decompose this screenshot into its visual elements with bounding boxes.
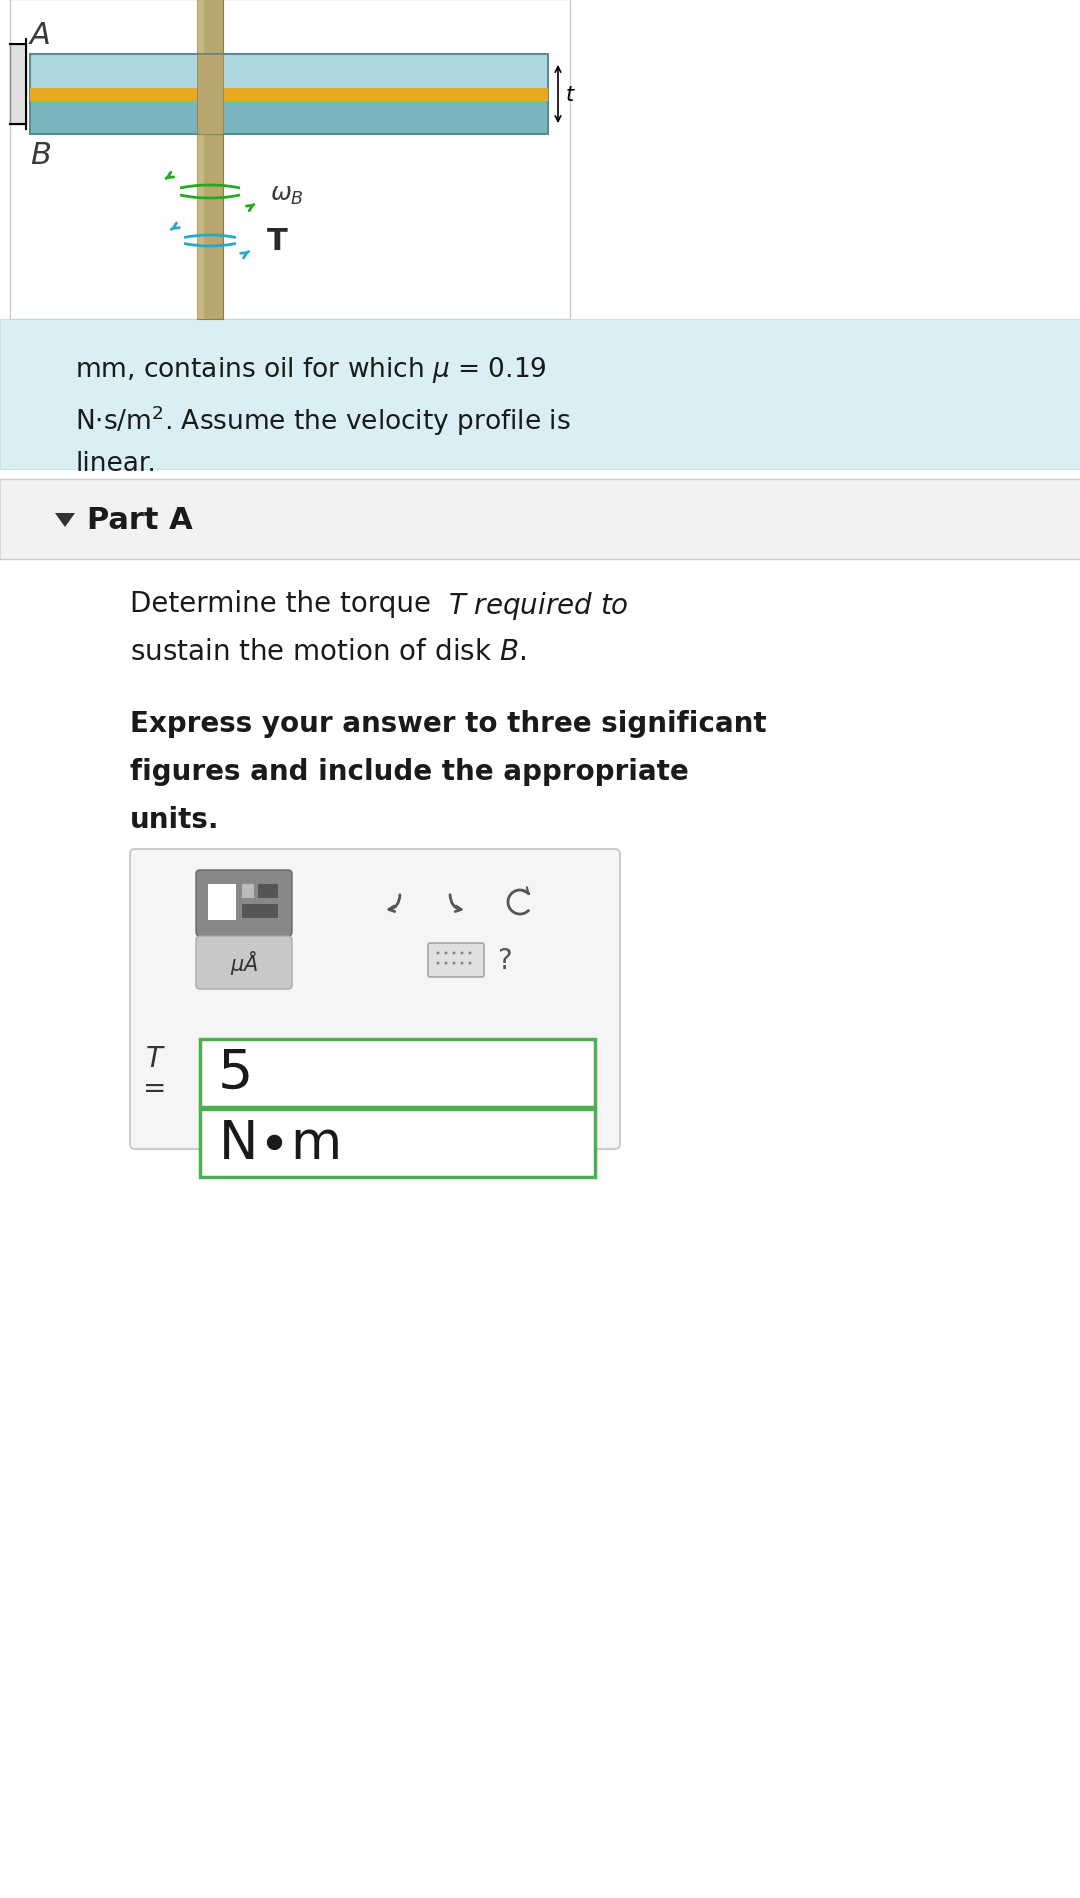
Polygon shape	[197, 135, 222, 321]
Circle shape	[436, 953, 440, 955]
Text: linear.: linear.	[75, 450, 156, 476]
Polygon shape	[197, 135, 204, 321]
Polygon shape	[197, 0, 222, 55]
Text: sustain the motion of disk $B$.: sustain the motion of disk $B$.	[130, 638, 526, 666]
FancyBboxPatch shape	[130, 850, 620, 1150]
FancyBboxPatch shape	[0, 321, 1080, 469]
FancyBboxPatch shape	[0, 480, 1080, 560]
Text: 5: 5	[218, 1046, 254, 1101]
Text: figures and include the appropriate: figures and include the appropriate	[130, 757, 689, 786]
Circle shape	[460, 962, 463, 964]
Text: A: A	[30, 21, 51, 49]
Text: t: t	[566, 85, 575, 104]
FancyBboxPatch shape	[208, 884, 237, 921]
Circle shape	[469, 962, 472, 964]
FancyBboxPatch shape	[195, 871, 292, 936]
Polygon shape	[30, 95, 548, 135]
Text: ?: ?	[497, 947, 511, 974]
FancyBboxPatch shape	[258, 884, 278, 898]
Polygon shape	[197, 0, 204, 55]
FancyBboxPatch shape	[428, 943, 484, 977]
Text: Express your answer to three significant: Express your answer to three significant	[130, 710, 767, 738]
Text: $\mu\AA$: $\mu\AA$	[230, 949, 258, 976]
Polygon shape	[197, 55, 222, 135]
Circle shape	[453, 962, 456, 964]
Circle shape	[453, 953, 456, 955]
Text: $T$ required to: $T$ required to	[448, 590, 629, 623]
Text: mm, contains oil for which $\mu$ = 0.19: mm, contains oil for which $\mu$ = 0.19	[75, 355, 546, 385]
Text: $\omega_B$: $\omega_B$	[270, 182, 303, 207]
Text: Part A: Part A	[87, 505, 192, 533]
Text: Determine the torque: Determine the torque	[130, 590, 440, 617]
Text: T: T	[267, 228, 287, 256]
Text: B: B	[30, 140, 51, 169]
FancyBboxPatch shape	[195, 936, 292, 989]
Text: N$\bullet$m: N$\bullet$m	[218, 1118, 339, 1169]
Circle shape	[460, 953, 463, 955]
Text: =: =	[144, 1074, 166, 1103]
FancyBboxPatch shape	[200, 1110, 595, 1177]
Text: N$\cdot$s/m$^2$. Assume the velocity profile is: N$\cdot$s/m$^2$. Assume the velocity pro…	[75, 402, 570, 437]
FancyBboxPatch shape	[242, 884, 254, 898]
Circle shape	[445, 953, 447, 955]
FancyBboxPatch shape	[242, 905, 278, 919]
Circle shape	[445, 962, 447, 964]
FancyBboxPatch shape	[200, 1040, 595, 1107]
Polygon shape	[55, 514, 75, 528]
Polygon shape	[30, 55, 548, 95]
Circle shape	[469, 953, 472, 955]
Text: $T$: $T$	[145, 1044, 165, 1072]
Circle shape	[436, 962, 440, 964]
Text: units.: units.	[130, 805, 219, 833]
FancyBboxPatch shape	[10, 46, 26, 125]
FancyBboxPatch shape	[10, 0, 570, 321]
Polygon shape	[30, 89, 548, 101]
